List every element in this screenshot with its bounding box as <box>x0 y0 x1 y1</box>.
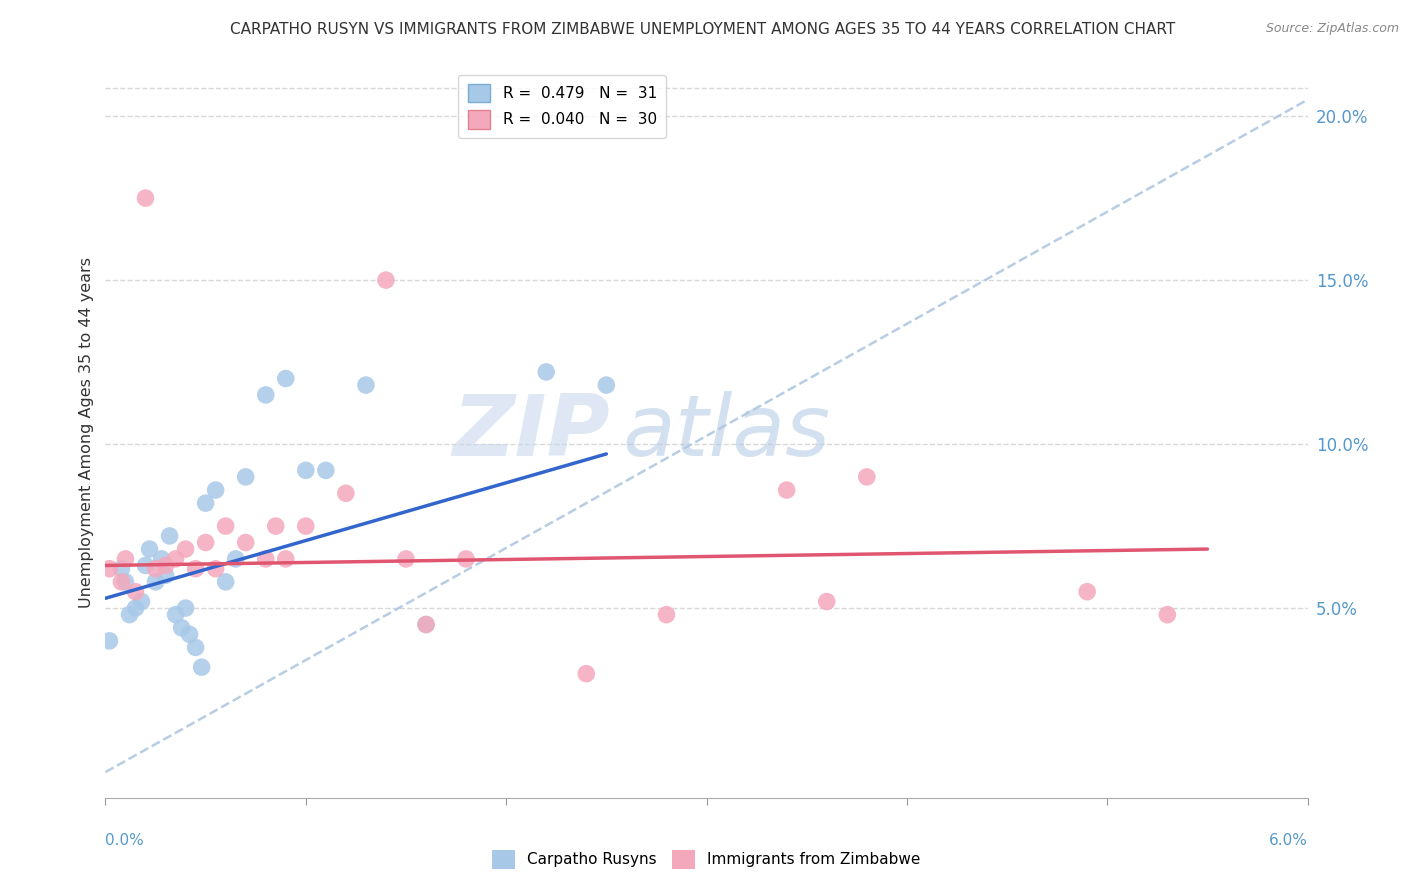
Point <box>155 558 177 573</box>
Point <box>174 601 197 615</box>
Point <box>295 519 318 533</box>
Point <box>204 483 226 497</box>
Point <box>155 568 177 582</box>
Point <box>114 552 136 566</box>
Point <box>124 584 146 599</box>
Point <box>98 633 121 648</box>
Point <box>110 574 132 589</box>
Point <box>150 552 173 566</box>
Point <box>114 574 136 589</box>
Point <box>454 552 477 566</box>
Point <box>204 562 226 576</box>
Point <box>170 621 193 635</box>
Point <box>190 660 212 674</box>
Point <box>274 371 297 385</box>
Point <box>184 562 207 576</box>
Point <box>184 640 207 655</box>
Point <box>159 529 181 543</box>
Point <box>135 558 157 573</box>
Point <box>855 470 877 484</box>
Point <box>124 601 146 615</box>
Text: 0.0%: 0.0% <box>105 833 145 847</box>
Point <box>235 535 257 549</box>
Point <box>179 627 201 641</box>
Point <box>174 542 197 557</box>
Point <box>118 607 141 622</box>
Point <box>254 388 277 402</box>
Point <box>575 666 598 681</box>
Point <box>194 496 217 510</box>
Point <box>225 552 247 566</box>
Point <box>98 562 121 576</box>
Point <box>776 483 799 497</box>
Text: CARPATHO RUSYN VS IMMIGRANTS FROM ZIMBABWE UNEMPLOYMENT AMONG AGES 35 TO 44 YEAR: CARPATHO RUSYN VS IMMIGRANTS FROM ZIMBAB… <box>231 22 1175 37</box>
Point <box>145 562 167 576</box>
Point <box>395 552 418 566</box>
Text: ZIP: ZIP <box>453 391 610 475</box>
Point <box>194 535 217 549</box>
Point <box>131 594 153 608</box>
Point <box>595 378 617 392</box>
Point <box>214 574 236 589</box>
Point <box>295 463 318 477</box>
Point <box>138 542 160 557</box>
Point <box>655 607 678 622</box>
Point <box>165 552 187 566</box>
Point <box>1156 607 1178 622</box>
Point <box>415 617 437 632</box>
Point <box>335 486 357 500</box>
Text: Source: ZipAtlas.com: Source: ZipAtlas.com <box>1265 22 1399 36</box>
Point <box>214 519 236 533</box>
Point <box>374 273 398 287</box>
Point <box>254 552 277 566</box>
Point <box>145 574 167 589</box>
Y-axis label: Unemployment Among Ages 35 to 44 years: Unemployment Among Ages 35 to 44 years <box>79 257 94 608</box>
Point <box>534 365 557 379</box>
Point <box>415 617 437 632</box>
Point <box>264 519 287 533</box>
Point <box>354 378 377 392</box>
Point <box>235 470 257 484</box>
Point <box>110 562 132 576</box>
Point <box>815 594 838 608</box>
Point <box>165 607 187 622</box>
Point <box>135 191 157 205</box>
Text: atlas: atlas <box>623 391 831 475</box>
Point <box>1076 584 1098 599</box>
Point <box>315 463 337 477</box>
Text: 6.0%: 6.0% <box>1268 833 1308 847</box>
Legend: Carpatho Rusyns, Immigrants from Zimbabwe: Carpatho Rusyns, Immigrants from Zimbabw… <box>486 844 927 875</box>
Point <box>274 552 297 566</box>
